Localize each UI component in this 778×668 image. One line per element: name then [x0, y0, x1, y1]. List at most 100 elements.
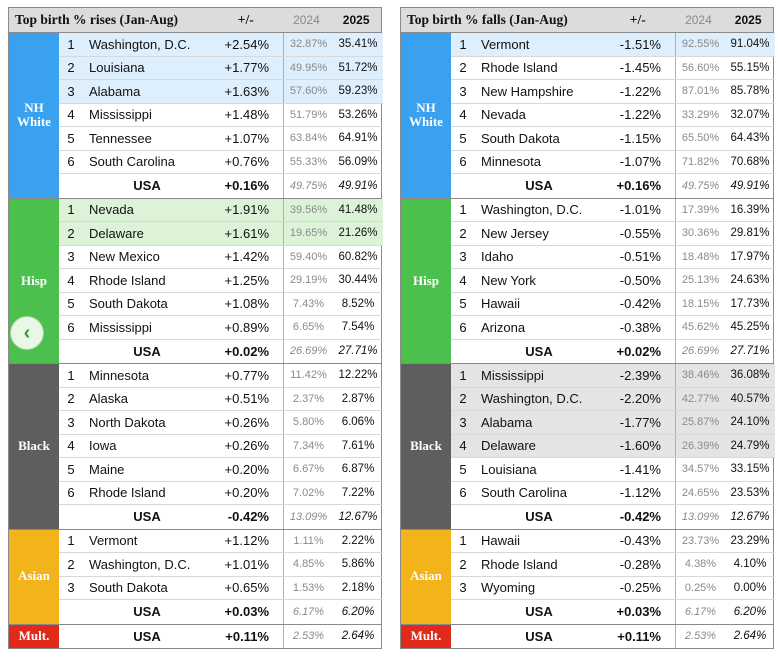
value-2024-cell: 29.19% [283, 269, 333, 292]
group-rows: 1 Minnesota +0.77% 11.42% 12.22% 2 Alaska +0.51… [59, 364, 383, 529]
rank-cell: 1 [67, 202, 75, 218]
value-2024-cell: 24.65% [675, 481, 725, 504]
group-rows: USA +0.11% 2.53% 2.64% [451, 624, 775, 648]
state-cell: Delaware [89, 225, 144, 241]
value-2024-cell: 6.65% [283, 316, 333, 339]
rank-cell: 2 [67, 556, 75, 572]
table-row: 6 Arizona -0.38% 45.62% 45.25% [451, 316, 775, 340]
table-row: 4 New York -0.50% 25.13% 24.63% [451, 269, 775, 293]
state-cell: South Carolina [481, 485, 567, 501]
race-group: Black 1 Minnesota +0.77% 11.42% 12.22% 2 Alaska… [9, 364, 383, 530]
table-row: 5 Louisiana -1.41% 34.57% 33.15% [451, 458, 775, 482]
table-row: 1 Minnesota +0.77% 11.42% 12.22% [59, 364, 383, 388]
state-cell: Alaska [89, 391, 129, 407]
value-2025-cell: 59.23% [338, 85, 378, 98]
state-cell: Mississippi [481, 367, 544, 383]
change-cell: +0.89% [224, 319, 269, 335]
value-2024-cell: 6.17% [283, 600, 333, 624]
table-row: 2 Washington, D.C. +1.01% 4.85% 5.86% [59, 553, 383, 577]
state-cell: South Dakota [89, 580, 168, 596]
table-row: 3 Wyoming -0.25% 0.25% 0.00% [451, 576, 775, 600]
race-group: NH White 1 Vermont -1.51% 92.55% 91.04% 2 Rhode… [401, 33, 775, 199]
rank-cell: 6 [459, 319, 467, 335]
value-2025-cell: 70.68% [730, 155, 770, 168]
change-cell: +0.20% [224, 461, 269, 477]
race-label: Asian [9, 529, 59, 624]
value-2025-cell: 35.41% [338, 38, 378, 51]
rank-cell: 6 [459, 485, 467, 501]
value-2024-cell: 25.87% [675, 411, 725, 434]
state-cell: South Carolina [89, 154, 175, 170]
previous-button[interactable]: ‹ [10, 316, 44, 350]
value-2025-cell: 17.97% [730, 250, 770, 263]
rank-cell: 6 [67, 154, 75, 170]
race-group: Black 1 Mississippi -2.39% 38.46% 36.08% 2 Wash… [401, 364, 775, 530]
change-cell: +1.63% [224, 83, 269, 99]
year-2024-header: 2024 [685, 13, 712, 27]
state-cell: South Dakota [481, 130, 560, 146]
value-2025-cell: 33.15% [730, 463, 770, 476]
table-row: 4 Nevada -1.22% 33.29% 32.07% [451, 103, 775, 127]
value-2025-cell: 49.91% [338, 179, 378, 192]
value-2025-cell: 29.81% [730, 227, 770, 240]
change-cell: -0.50% [619, 272, 661, 288]
state-cell: Vermont [89, 533, 138, 549]
state-cell: Minnesota [89, 367, 149, 383]
rank-cell: 2 [459, 60, 467, 76]
change-cell: -2.20% [619, 391, 661, 407]
value-2024-cell: 2.37% [283, 387, 333, 410]
rank-cell: 5 [67, 461, 75, 477]
value-2024-cell: 6.17% [675, 600, 725, 624]
rank-cell: 6 [67, 319, 75, 335]
table-row: 3 Alabama +1.63% 57.60% 59.23% [59, 80, 383, 104]
value-2025-cell: 6.87% [341, 463, 375, 476]
state-cell: USA [525, 178, 553, 194]
rank-cell: 1 [459, 533, 467, 549]
change-cell: +0.65% [224, 580, 269, 596]
value-2025-cell: 40.57% [730, 392, 770, 405]
value-2024-cell: 32.87% [283, 33, 333, 56]
state-cell: Idaho [481, 249, 514, 265]
value-2024-cell: 2.53% [283, 624, 333, 648]
rises-title: Top birth % rises (Jan-Aug) [15, 12, 179, 27]
table-row: 3 New Hampshire -1.22% 87.01% 85.78% [451, 80, 775, 104]
value-2025-cell: 17.73% [730, 297, 770, 310]
state-cell: Rhode Island [89, 272, 166, 288]
value-2025-cell: 2.64% [341, 630, 375, 643]
rises-header: Top birth % rises (Jan-Aug) +/- 2024 202… [9, 8, 381, 33]
change-header: +/- [629, 12, 646, 27]
value-2025-cell: 36.08% [730, 369, 770, 382]
value-2025-cell: 0.00% [733, 581, 767, 594]
race-group: Asian 1 Vermont +1.12% 1.11% 2.22% 2 Washington… [9, 529, 383, 625]
group-rows: 1 Vermont -1.51% 92.55% 91.04% 2 Rhode Island -… [451, 33, 775, 198]
value-2025-cell: 16.39% [730, 203, 770, 216]
state-cell: USA [133, 178, 161, 194]
value-2025-cell: 55.15% [730, 61, 770, 74]
rank-cell: 3 [459, 83, 467, 99]
change-cell: +0.51% [224, 391, 269, 407]
table-row: 4 Iowa +0.26% 7.34% 7.61% [59, 434, 383, 458]
value-2025-cell: 23.29% [730, 534, 770, 547]
change-cell: +1.61% [224, 225, 269, 241]
change-cell: -1.41% [619, 461, 661, 477]
value-2024-cell: 30.36% [675, 222, 725, 245]
falls-header: Top birth % falls (Jan-Aug) +/- 2024 202… [401, 8, 773, 33]
value-2025-cell: 7.61% [341, 439, 375, 452]
table-row: 4 Rhode Island +1.25% 29.19% 30.44% [59, 269, 383, 293]
race-label: Mult. [401, 624, 451, 648]
value-2025-cell: 24.79% [730, 439, 770, 452]
change-cell: -1.77% [619, 414, 661, 430]
year-2025-header: 2025 [342, 13, 370, 27]
value-2024-cell: 45.62% [675, 316, 725, 339]
value-2024-cell: 55.33% [283, 150, 333, 173]
rank-cell: 2 [67, 225, 75, 241]
change-cell: +0.76% [224, 154, 269, 170]
table-row: 3 New Mexico +1.42% 59.40% 60.82% [59, 245, 383, 269]
table-row: 1 Hawaii -0.43% 23.73% 23.29% [451, 529, 775, 553]
value-2025-cell: 2.22% [341, 534, 375, 547]
rank-cell: 1 [459, 36, 467, 52]
value-2024-cell: 26.69% [675, 339, 725, 363]
value-2024-cell: 2.53% [675, 624, 725, 648]
change-cell: +1.08% [224, 296, 269, 312]
state-cell: Washington, D.C. [481, 391, 583, 407]
